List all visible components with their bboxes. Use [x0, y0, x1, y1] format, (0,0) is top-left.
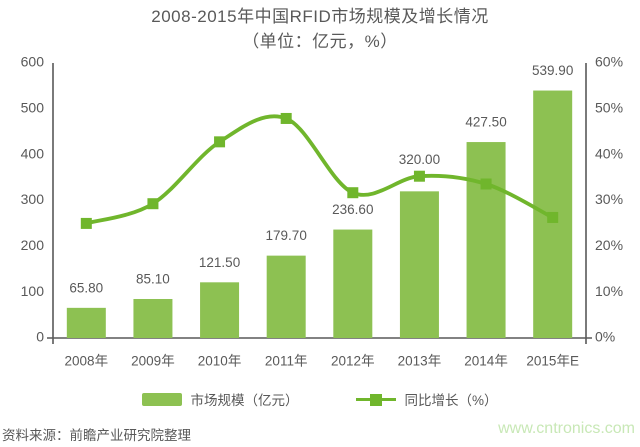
bar-value-label: 236.60	[332, 202, 373, 217]
bar-value-label: 65.80	[69, 280, 103, 295]
legend-item-market-size: 市场规模（亿元）	[142, 389, 298, 409]
line-series-swatch-icon	[356, 393, 397, 406]
left-axis-tick-label: 100	[21, 283, 45, 299]
bar-series-swatch-icon	[142, 392, 183, 406]
bar-market-size	[200, 282, 240, 338]
x-axis-tick-label: 2008年	[65, 354, 109, 369]
growth-line-marker	[547, 211, 559, 223]
growth-line-marker	[480, 178, 492, 190]
growth-line-marker	[80, 217, 92, 229]
right-axis-tick-label: 10%	[595, 283, 623, 299]
bar-market-size	[66, 307, 106, 338]
legend-label-market-size: 市场规模（亿元）	[190, 393, 299, 408]
bar-market-size	[399, 191, 439, 338]
left-axis-tick-label: 400	[21, 145, 45, 161]
growth-line-marker	[280, 112, 292, 124]
right-axis-tick-label: 40%	[595, 145, 623, 161]
chart-title: 2008-2015年中国RFID市场规模及增长情况	[151, 7, 489, 26]
legend-label-growth: 同比增长（%）	[404, 393, 498, 408]
bar-value-label: 427.50	[465, 115, 506, 130]
growth-line-marker	[413, 170, 425, 182]
bar-market-size	[133, 298, 173, 338]
site-watermark[interactable]: www.cntronics.com	[498, 420, 635, 437]
chart-subtitle: （单位：亿元，%）	[242, 32, 398, 51]
x-axis-tick-label: 2011年	[265, 354, 308, 369]
x-axis-tick-label: 2015年E	[526, 354, 579, 369]
x-axis-tick-label: 2012年	[331, 354, 375, 369]
growth-line-marker	[347, 187, 359, 199]
growth-line-marker	[147, 198, 159, 210]
chart-legend: 市场规模（亿元） 同比增长（%）	[0, 389, 640, 409]
bar-market-size	[333, 229, 373, 338]
growth-line-marker	[214, 136, 226, 148]
left-axis-tick-label: 0	[36, 329, 44, 345]
chart-plot-area: 0 100 200 300 400 500 600 0% 10% 20% 30% 40% 50% 60% 2…	[21, 55, 623, 369]
bar-market-size	[266, 255, 306, 338]
right-axis-tick-label: 60%	[595, 55, 623, 70]
right-axis-tick-label: 20%	[595, 237, 623, 253]
bar-value-label: 539.90	[532, 63, 573, 78]
left-axis-tick-label: 300	[21, 191, 45, 207]
bar-value-label: 85.10	[136, 272, 170, 287]
x-axis-tick-label: 2010年	[198, 354, 242, 369]
left-axis-tick-label: 500	[21, 100, 45, 116]
data-source-note: 资料来源：前瞻产业研究院整理	[2, 428, 191, 443]
x-axis-tick-label: 2014年	[464, 354, 508, 369]
bar-value-label: 320.00	[399, 152, 440, 167]
x-axis-tick-label: 2013年	[398, 354, 442, 369]
bar-value-label: 179.70	[266, 228, 307, 243]
right-axis-tick-label: 0%	[595, 329, 615, 345]
left-axis-tick-label: 600	[21, 55, 45, 70]
left-axis-tick-label: 200	[21, 237, 45, 253]
bar-market-size	[466, 142, 506, 338]
bar-value-label: 121.50	[199, 255, 240, 270]
right-axis-tick-label: 50%	[595, 100, 623, 116]
x-axis-tick-label: 2009年	[131, 354, 175, 369]
growth-line	[85, 114, 554, 226]
legend-item-growth: 同比增长（%）	[356, 389, 498, 409]
right-axis-tick-label: 30%	[595, 191, 623, 207]
